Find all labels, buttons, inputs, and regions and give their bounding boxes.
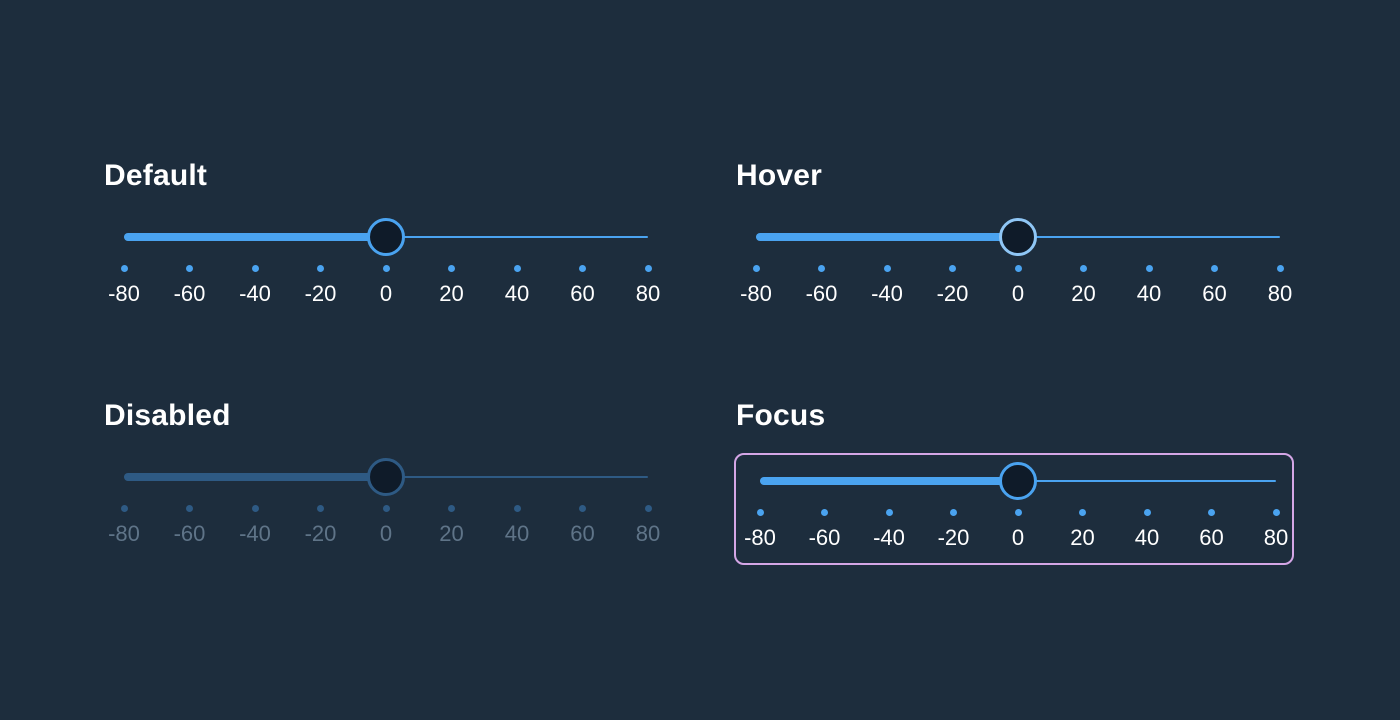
tick-label: -60 bbox=[173, 521, 206, 546]
tick-dot bbox=[1080, 265, 1087, 272]
slider-thumb[interactable] bbox=[999, 218, 1037, 256]
tick-dot bbox=[1272, 509, 1280, 516]
tick-label: -20 bbox=[304, 281, 337, 306]
tick-label: -40 bbox=[239, 281, 271, 306]
tick-dot bbox=[818, 265, 825, 272]
tick-label: -40 bbox=[871, 281, 903, 306]
tick-dot bbox=[251, 505, 259, 512]
slider-panel-focus: Focus -80 -60 -40 -20 0 20 40 60 80 bbox=[734, 398, 1336, 578]
tick-label: 80 bbox=[1263, 525, 1289, 550]
panel-title: Hover bbox=[736, 159, 823, 192]
panel-title: Default bbox=[104, 159, 208, 192]
tick-dot bbox=[644, 265, 652, 272]
tick-label: 40 bbox=[1136, 281, 1162, 306]
slider-fill bbox=[760, 477, 1018, 485]
panel-title: Disabled bbox=[104, 399, 231, 432]
slider-panel-default: Default -80 -60 -40 -20 0 20 40 60 80 bbox=[104, 158, 704, 338]
tick-label: -60 bbox=[808, 525, 841, 550]
tick-dot bbox=[949, 265, 956, 272]
slider-panel-hover: Hover -80 -60 -40 -20 0 20 40 60 80 bbox=[736, 158, 1336, 338]
slider-thumb[interactable] bbox=[999, 462, 1037, 500]
tick-label: 20 bbox=[439, 521, 464, 546]
tick-dot bbox=[644, 505, 652, 512]
tick-dot bbox=[950, 509, 957, 516]
tick-dot bbox=[1079, 509, 1086, 516]
slider-panel-disabled: Disabled -80 -60 -40 -20 0 20 40 60 80 bbox=[104, 398, 704, 578]
tick-dot bbox=[1145, 265, 1153, 272]
tick-dot bbox=[1211, 265, 1218, 272]
tick-label: -20 bbox=[937, 525, 970, 550]
tick-label: 60 bbox=[1202, 281, 1227, 306]
tick-dot bbox=[120, 265, 128, 272]
tick-dot bbox=[1208, 509, 1215, 516]
tick-dot bbox=[317, 505, 324, 512]
tick-label: 80 bbox=[635, 521, 661, 546]
tick-dot bbox=[883, 265, 891, 272]
tick-dot bbox=[448, 265, 455, 272]
tick-dot bbox=[579, 265, 586, 272]
slider-fill bbox=[756, 233, 1018, 241]
tick-label: 0 bbox=[1011, 525, 1025, 550]
slider-thumb[interactable] bbox=[367, 218, 405, 256]
tick-label: 0 bbox=[1011, 281, 1025, 306]
tick-label: -80 bbox=[740, 281, 772, 306]
tick-dot bbox=[251, 265, 259, 272]
tick-dot bbox=[579, 505, 586, 512]
tick-label: 60 bbox=[1199, 525, 1224, 550]
slider-thumb bbox=[367, 458, 405, 496]
tick-label: 20 bbox=[1071, 281, 1096, 306]
tick-dot bbox=[317, 265, 324, 272]
tick-dot bbox=[382, 505, 390, 512]
tick-label: 40 bbox=[504, 521, 530, 546]
tick-label: 40 bbox=[504, 281, 530, 306]
tick-label: 0 bbox=[379, 521, 393, 546]
tick-dot bbox=[821, 509, 828, 516]
tick-dot bbox=[382, 265, 390, 272]
tick-label: 20 bbox=[1070, 525, 1095, 550]
slider-fill bbox=[124, 473, 386, 481]
tick-label: -80 bbox=[108, 281, 140, 306]
tick-label: -40 bbox=[239, 521, 271, 546]
tick-label: -20 bbox=[936, 281, 969, 306]
tick-label: -20 bbox=[304, 521, 337, 546]
panel-title: Focus bbox=[736, 399, 826, 432]
tick-label: 80 bbox=[635, 281, 661, 306]
slider-fill bbox=[124, 233, 386, 241]
tick-label: 80 bbox=[1267, 281, 1293, 306]
tick-label: 60 bbox=[570, 521, 595, 546]
tick-label: 60 bbox=[570, 281, 595, 306]
tick-dot bbox=[186, 505, 193, 512]
tick-label: 40 bbox=[1134, 525, 1160, 550]
tick-dot bbox=[513, 265, 521, 272]
tick-dot bbox=[756, 509, 764, 516]
tick-dot bbox=[1143, 509, 1151, 516]
tick-label: -40 bbox=[873, 525, 905, 550]
tick-label: -80 bbox=[744, 525, 776, 550]
tick-label: -60 bbox=[173, 281, 206, 306]
tick-label: 0 bbox=[379, 281, 393, 306]
tick-dot bbox=[885, 509, 893, 516]
tick-dot bbox=[448, 505, 455, 512]
tick-dot bbox=[1014, 509, 1022, 516]
tick-dot bbox=[1276, 265, 1284, 272]
tick-dot bbox=[120, 505, 128, 512]
tick-label: -60 bbox=[805, 281, 838, 306]
tick-label: -80 bbox=[108, 521, 140, 546]
tick-dot bbox=[513, 505, 521, 512]
tick-label: 20 bbox=[439, 281, 464, 306]
tick-dot bbox=[1014, 265, 1022, 272]
focus-ring bbox=[734, 453, 1294, 565]
tick-dot bbox=[186, 265, 193, 272]
tick-dot bbox=[752, 265, 760, 272]
